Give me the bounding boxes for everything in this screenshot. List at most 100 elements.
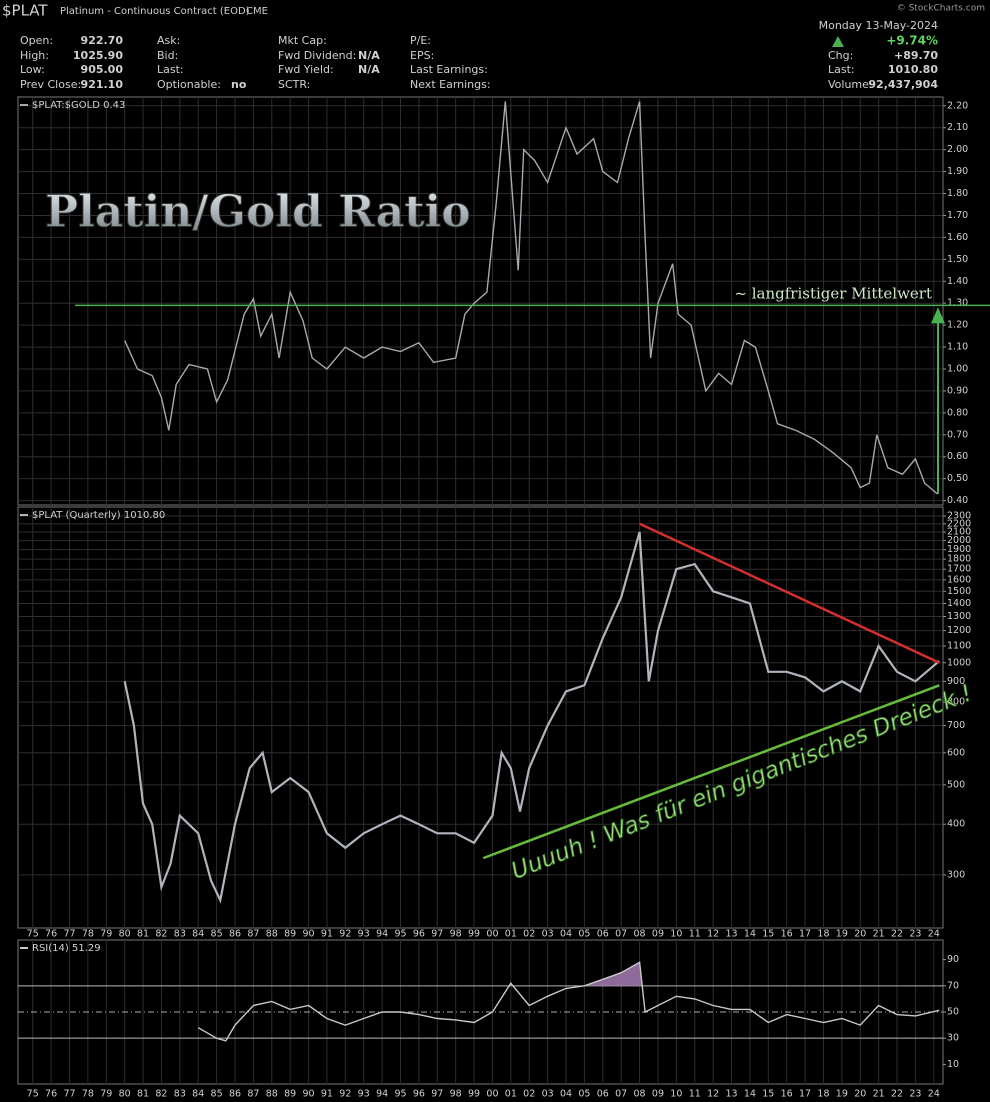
y-tick-label: 30 (947, 1033, 959, 1044)
x-tick-label: 19 (836, 929, 848, 940)
x-tick-label: 11 (689, 1089, 701, 1100)
y-tick-label: 10 (947, 1059, 959, 1070)
field-label: Low: (20, 63, 45, 76)
x-tick-label: 02 (523, 1089, 535, 1100)
x-tick-label: 89 (284, 1089, 296, 1100)
x-tick-label: 24 (928, 1089, 940, 1100)
x-tick-label: 00 (486, 929, 498, 940)
y-tick-label: 1.20 (947, 320, 968, 331)
field-value: +89.70 (894, 49, 938, 62)
y-tick-label: 600 (947, 747, 965, 758)
x-tick-label: 13 (725, 1089, 737, 1100)
y-tick-label: 1.40 (947, 276, 968, 287)
x-tick-label: 06 (597, 1089, 609, 1100)
x-tick-label: 03 (542, 929, 554, 940)
y-tick-label: 1300 (947, 611, 971, 622)
y-tick-label: 1.80 (947, 188, 968, 199)
x-tick-label: 96 (413, 929, 425, 940)
field-label: Optionable: (157, 78, 221, 91)
y-tick-label: 1.30 (947, 298, 968, 309)
field-value: 905.00 (81, 63, 124, 76)
x-tick-label: 02 (523, 929, 535, 940)
y-tick-label: 1000 (947, 657, 971, 668)
x-tick-label: 88 (266, 1089, 278, 1100)
field-label: Last Earnings: (410, 63, 488, 76)
x-tick-label: 89 (284, 929, 296, 940)
x-tick-label: 05 (578, 929, 590, 940)
y-tick-label: 800 (947, 697, 965, 708)
x-tick-label: 82 (155, 1089, 167, 1100)
x-tick-label: 96 (413, 1089, 425, 1100)
x-tick-label: 04 (560, 929, 572, 940)
series-line (123, 531, 941, 904)
y-tick-label: 70 (947, 980, 959, 991)
y-tick-label: 300 (947, 869, 965, 880)
x-tick-label: 03 (542, 1089, 554, 1100)
y-tick-label: 2300 (947, 510, 971, 521)
y-tick-label: 1900 (947, 544, 971, 555)
x-tick-label: 13 (725, 929, 737, 940)
x-tick-label: 15 (762, 1089, 774, 1100)
x-tick-label: 87 (247, 1089, 259, 1100)
y-tick-label: 400 (947, 819, 965, 830)
field-value: N/A (358, 49, 380, 62)
legend-label: RSI(14) 51.29 (32, 943, 101, 954)
exchange: CME (246, 6, 268, 17)
panel-frame (17, 96, 944, 506)
x-tick-label: 90 (303, 929, 315, 940)
y-tick-label: 1600 (947, 574, 971, 585)
copyright: © StockCharts.com (897, 4, 985, 14)
x-tick-label: 77 (63, 1089, 75, 1100)
x-tick-label: 07 (615, 1089, 627, 1100)
field-label: High: (20, 49, 49, 62)
field-label: Ask: (157, 34, 180, 47)
trend-line (639, 522, 940, 664)
header: $PLAT Platinum - Continuous Contract (EO… (2, 2, 985, 92)
x-tick-label: 11 (689, 929, 701, 940)
x-tick-label: 10 (670, 929, 682, 940)
field-label: Volume: (828, 78, 873, 91)
arrow-head (931, 307, 945, 324)
y-tick-label: 900 (947, 676, 965, 687)
x-tick-label: 15 (762, 929, 774, 940)
x-tick-label: 95 (394, 929, 406, 940)
field-label: Mkt Cap: (278, 34, 327, 47)
x-tick-label: 12 (707, 929, 719, 940)
y-tick-label: 500 (947, 779, 965, 790)
x-tick-label: 17 (799, 929, 811, 940)
series-line (124, 101, 938, 495)
x-tick-label: 90 (303, 1089, 315, 1100)
x-tick-label: 80 (119, 929, 131, 940)
x-tick-label: 07 (615, 929, 627, 940)
x-tick-label: 09 (652, 929, 664, 940)
x-tick-label: 14 (744, 929, 756, 940)
x-tick-label: 97 (431, 929, 443, 940)
y-tick-label: 1.60 (947, 232, 968, 243)
x-tick-label: 82 (155, 929, 167, 940)
y-tick-label: 1200 (947, 625, 971, 636)
y-tick-label: 1.50 (947, 254, 968, 265)
x-tick-label: 98 (450, 929, 462, 940)
x-tick-label: 08 (634, 1089, 646, 1100)
field-label: Chg: (828, 49, 853, 62)
y-tick-label: 1.90 (947, 166, 968, 177)
x-tick-label: 24 (928, 929, 940, 940)
x-tick-label: 18 (817, 1089, 829, 1100)
y-tick-label: 0.40 (947, 495, 968, 506)
x-tick-label: 85 (211, 929, 223, 940)
y-tick-label: 2200 (947, 518, 971, 529)
legend-label: $PLAT (Quarterly) 1010.80 (32, 510, 165, 521)
x-tick-label: 84 (192, 1089, 204, 1100)
x-tick-label: 14 (744, 1089, 756, 1100)
y-tick-label: 0.80 (947, 407, 968, 418)
x-tick-label: 76 (45, 929, 57, 940)
x-tick-label: 83 (174, 929, 186, 940)
field-label: Next Earnings: (410, 78, 491, 91)
x-tick-label: 94 (376, 929, 388, 940)
x-tick-label: 23 (909, 1089, 921, 1100)
field-value: 92,437,904 (868, 78, 938, 91)
instrument-name: Platinum - Continuous Contract (EOD) (60, 6, 250, 17)
x-tick-label: 08 (634, 929, 646, 940)
y-tick-label: 0.90 (947, 385, 968, 396)
x-tick-label: 00 (486, 1089, 498, 1100)
